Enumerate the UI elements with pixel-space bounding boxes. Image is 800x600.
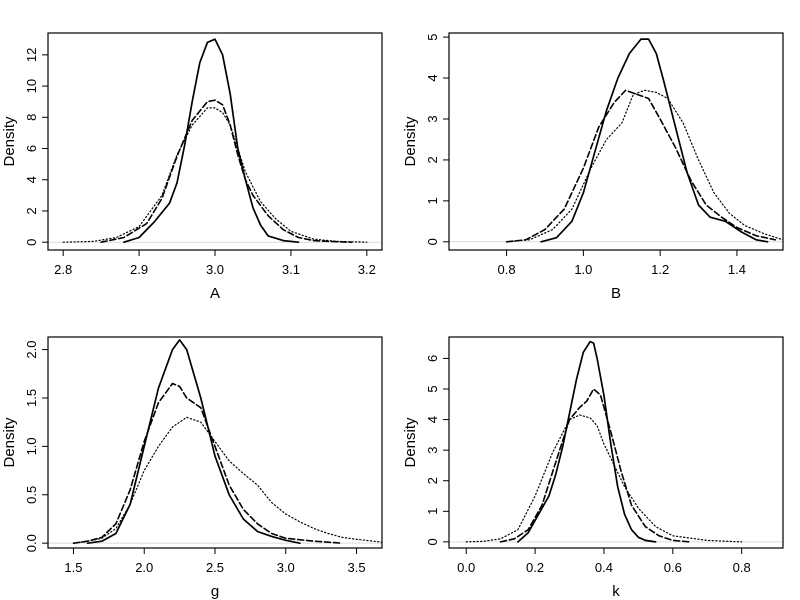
y-tick-label: 12	[24, 48, 39, 62]
density-curve-dotted	[72, 416, 383, 544]
density-curve-dashed	[72, 382, 344, 544]
x-tick-label: 0.4	[595, 560, 613, 575]
x-tick-label: 0.2	[526, 560, 544, 575]
y-tick-label: 2	[24, 207, 39, 214]
x-tick-label: 2.8	[54, 262, 72, 277]
y-axis-label: Density	[1, 417, 18, 468]
x-tick-label: 2.9	[130, 262, 148, 277]
y-tick-label: 1.0	[24, 437, 39, 455]
y-tick-label: 2	[425, 477, 440, 484]
y-axis-label: Density	[402, 116, 419, 167]
x-tick-label: 2.0	[135, 560, 153, 575]
y-tick-label: 5	[425, 385, 440, 392]
y-tick-label: 2	[425, 156, 440, 163]
y-tick-label: 6	[24, 145, 39, 152]
x-tick-label: 3.5	[347, 560, 365, 575]
density-curve-dashed	[100, 99, 353, 243]
y-tick-label: 1.5	[24, 389, 39, 407]
x-axis-label: B	[611, 285, 621, 302]
y-axis-label: Density	[402, 417, 419, 468]
plot-frame	[448, 336, 784, 549]
y-tick-label: 8	[24, 114, 39, 121]
y-tick-label: 1	[425, 508, 440, 515]
y-axis-label: Density	[1, 116, 18, 167]
x-tick-label: 0.8	[733, 560, 751, 575]
density-curve-dotted	[506, 89, 784, 243]
x-tick-label: 0.0	[457, 560, 475, 575]
plot-frame	[448, 32, 784, 251]
y-tick-label: 10	[24, 79, 39, 93]
y-tick-label: 1	[425, 197, 440, 204]
y-tick-label: 0	[24, 239, 39, 246]
density-curve-solid	[123, 38, 300, 244]
density-curve-dotted	[465, 414, 743, 543]
y-tick-label: 6	[425, 355, 440, 362]
density-curve-solid	[86, 339, 301, 545]
panel-1: 2.8 2.9 3.0 3.1 3.2 0 2 4 6 8 10 12 A Density	[1, 32, 383, 302]
y-tick-label: 0	[425, 538, 440, 545]
y-tick-label: 2.0	[24, 341, 39, 359]
x-tick-label: 2.5	[206, 560, 224, 575]
x-tick-label: 1.2	[651, 262, 669, 277]
y-tick-label: 4	[24, 176, 39, 183]
x-tick-label: 1.5	[64, 560, 82, 575]
x-tick-label: 3.2	[358, 262, 376, 277]
x-axis-label: k	[612, 583, 620, 600]
panel-3: 1.5 2.0 2.5 3.0 3.5 0.0 0.5 1.0 1.5 2.0 g Density	[1, 336, 383, 600]
x-tick-label: 0.8	[498, 262, 516, 277]
x-tick-label: 3.0	[206, 262, 224, 277]
y-tick-label: 5	[425, 33, 440, 40]
x-axis-label: g	[211, 583, 219, 600]
density-curve-dashed	[499, 388, 691, 543]
plot-frame	[47, 336, 383, 549]
x-axis-label: A	[210, 285, 220, 302]
x-tick-label: 3.1	[282, 262, 300, 277]
x-tick-label: 0.6	[664, 560, 682, 575]
panel-2: 0.8 1.0 1.2 1.4 0 1 2 3 4 5 B Density	[402, 32, 784, 302]
panel-4: 0.0 0.2 0.4 0.6 0.8 0 1 2 3 4 5 6 k Density	[402, 336, 784, 600]
y-tick-label: 4	[425, 416, 440, 423]
x-tick-label: 3.0	[277, 560, 295, 575]
density-curve-solid	[540, 38, 769, 243]
y-tick-label: 3	[425, 447, 440, 454]
plot-frame	[47, 32, 383, 251]
y-tick-label: 0.0	[24, 534, 39, 552]
density-curve-dotted	[62, 107, 368, 243]
y-tick-label: 4	[425, 74, 440, 81]
density-curve-dashed	[505, 89, 777, 243]
y-tick-label: 3	[425, 115, 440, 122]
density-curve-solid	[517, 340, 657, 543]
x-tick-label: 1.0	[574, 262, 592, 277]
y-tick-label: 0	[425, 238, 440, 245]
y-tick-label: 0.5	[24, 486, 39, 504]
x-tick-label: 1.4	[728, 262, 746, 277]
